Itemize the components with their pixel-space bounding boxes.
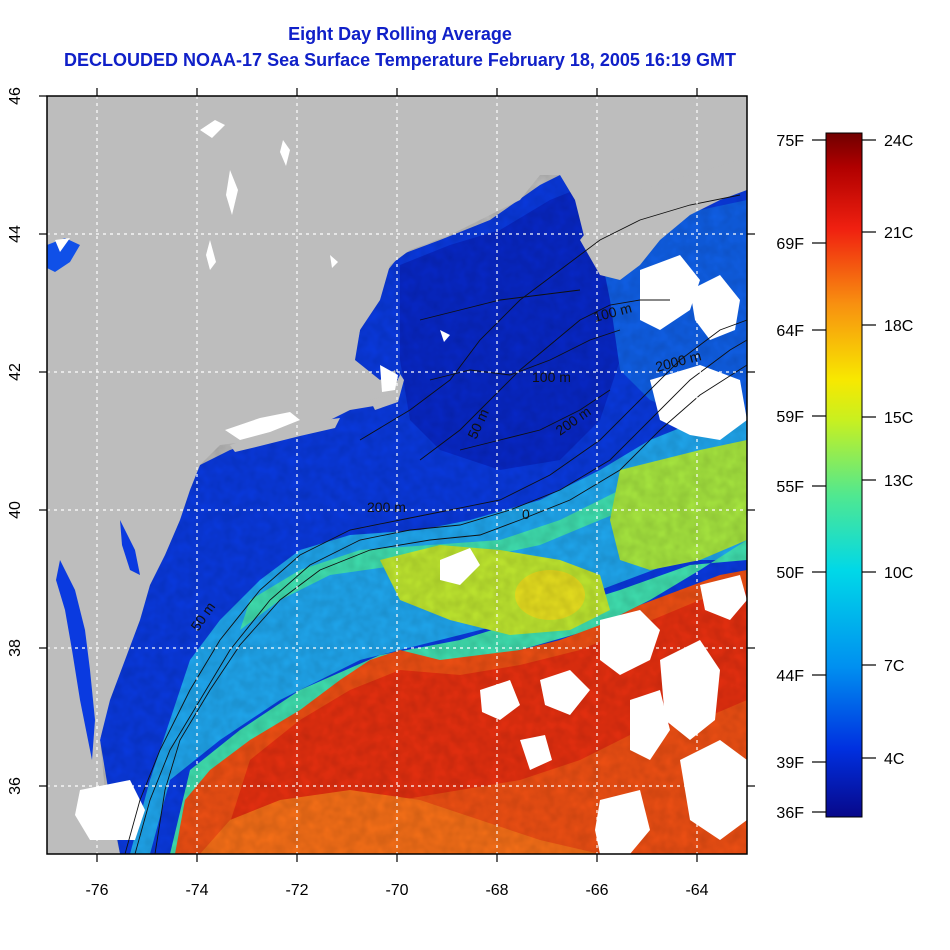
land-cape-cod	[370, 368, 404, 410]
chesapeake-bay	[56, 560, 95, 760]
lake-ontario-patch	[47, 238, 80, 272]
map-panel: 50 m 50 m 100 m 100 m 200 m 200 m 2000 m…	[47, 96, 747, 854]
colorbar-f-label: 39F	[776, 755, 804, 772]
lon-tick-label: -74	[185, 882, 208, 899]
colorbar-c-label: 21C	[884, 225, 913, 242]
colorbar-ramp	[825, 132, 863, 818]
contour-label: 200 m	[367, 499, 406, 515]
lon-tick-label: -66	[585, 882, 608, 899]
colorbar-f-label: 36F	[776, 805, 804, 822]
lat-tick-label: 44	[7, 225, 24, 243]
colorbar-c-label: 13C	[884, 473, 913, 490]
colorbar-f-label: 75F	[776, 133, 804, 150]
lake-ontario-cloud	[55, 238, 70, 252]
lat-tick-label: 36	[7, 777, 24, 795]
lon-tick-label: -76	[85, 882, 108, 899]
map-title: Eight Day Rolling Average	[288, 24, 512, 44]
warm-core-eddy	[515, 570, 585, 620]
contour-label: 0	[522, 506, 530, 522]
delaware-bay	[120, 520, 140, 575]
colorbar-f-label: 59F	[776, 409, 804, 426]
lat-tick-label: 40	[7, 501, 24, 519]
colorbar-c-label: 15C	[884, 410, 913, 427]
lon-tick-label: -70	[385, 882, 408, 899]
colorbar-c-label: 7C	[884, 658, 904, 675]
inland-lake-3	[280, 140, 290, 166]
colorbar-c-label: 10C	[884, 565, 913, 582]
inland-lake-1	[200, 120, 225, 138]
colorbar-c-label: 4C	[884, 751, 904, 768]
colorbar: 75F 69F 64F 59F 55F 50F 44F 39F 36F 24C …	[776, 132, 913, 822]
lat-tick-label: 38	[7, 639, 24, 657]
land-new-england	[47, 96, 747, 854]
lon-tick-label: -64	[685, 882, 708, 899]
lat-tick-labels: 36 38 40 42 44 46	[7, 87, 24, 795]
colorbar-f-label: 69F	[776, 236, 804, 253]
inland-lake-4	[206, 240, 216, 270]
graticule	[47, 96, 747, 854]
inland-lake-6	[440, 330, 450, 342]
cloud-mask	[75, 255, 747, 854]
lat-axis	[39, 95, 755, 787]
land-nova-scotia	[580, 150, 747, 280]
bathymetry-contours	[124, 194, 747, 854]
lon-tick-labels: -76 -74 -72 -70 -68 -66 -64	[85, 882, 708, 899]
colorbar-f-label: 44F	[776, 668, 804, 685]
inland-lake-2	[226, 170, 238, 215]
colorbar-f-label: 55F	[776, 479, 804, 496]
colorbar-c-label: 18C	[884, 318, 913, 335]
colorbar-f-label: 64F	[776, 323, 804, 340]
colorbar-f-label: 50F	[776, 565, 804, 582]
lat-tick-label: 46	[7, 87, 24, 105]
colorbar-c-label: 24C	[884, 133, 913, 150]
lon-tick-label: -72	[285, 882, 308, 899]
land-long-island	[230, 418, 340, 452]
contour-label: 100 m	[532, 369, 571, 385]
inland-lake-5	[330, 255, 338, 268]
lon-axis	[96, 88, 698, 862]
lon-tick-label: -68	[485, 882, 508, 899]
map-subtitle: DECLOUDED NOAA-17 Sea Surface Temperatur…	[64, 50, 736, 70]
lat-tick-label: 42	[7, 363, 24, 381]
